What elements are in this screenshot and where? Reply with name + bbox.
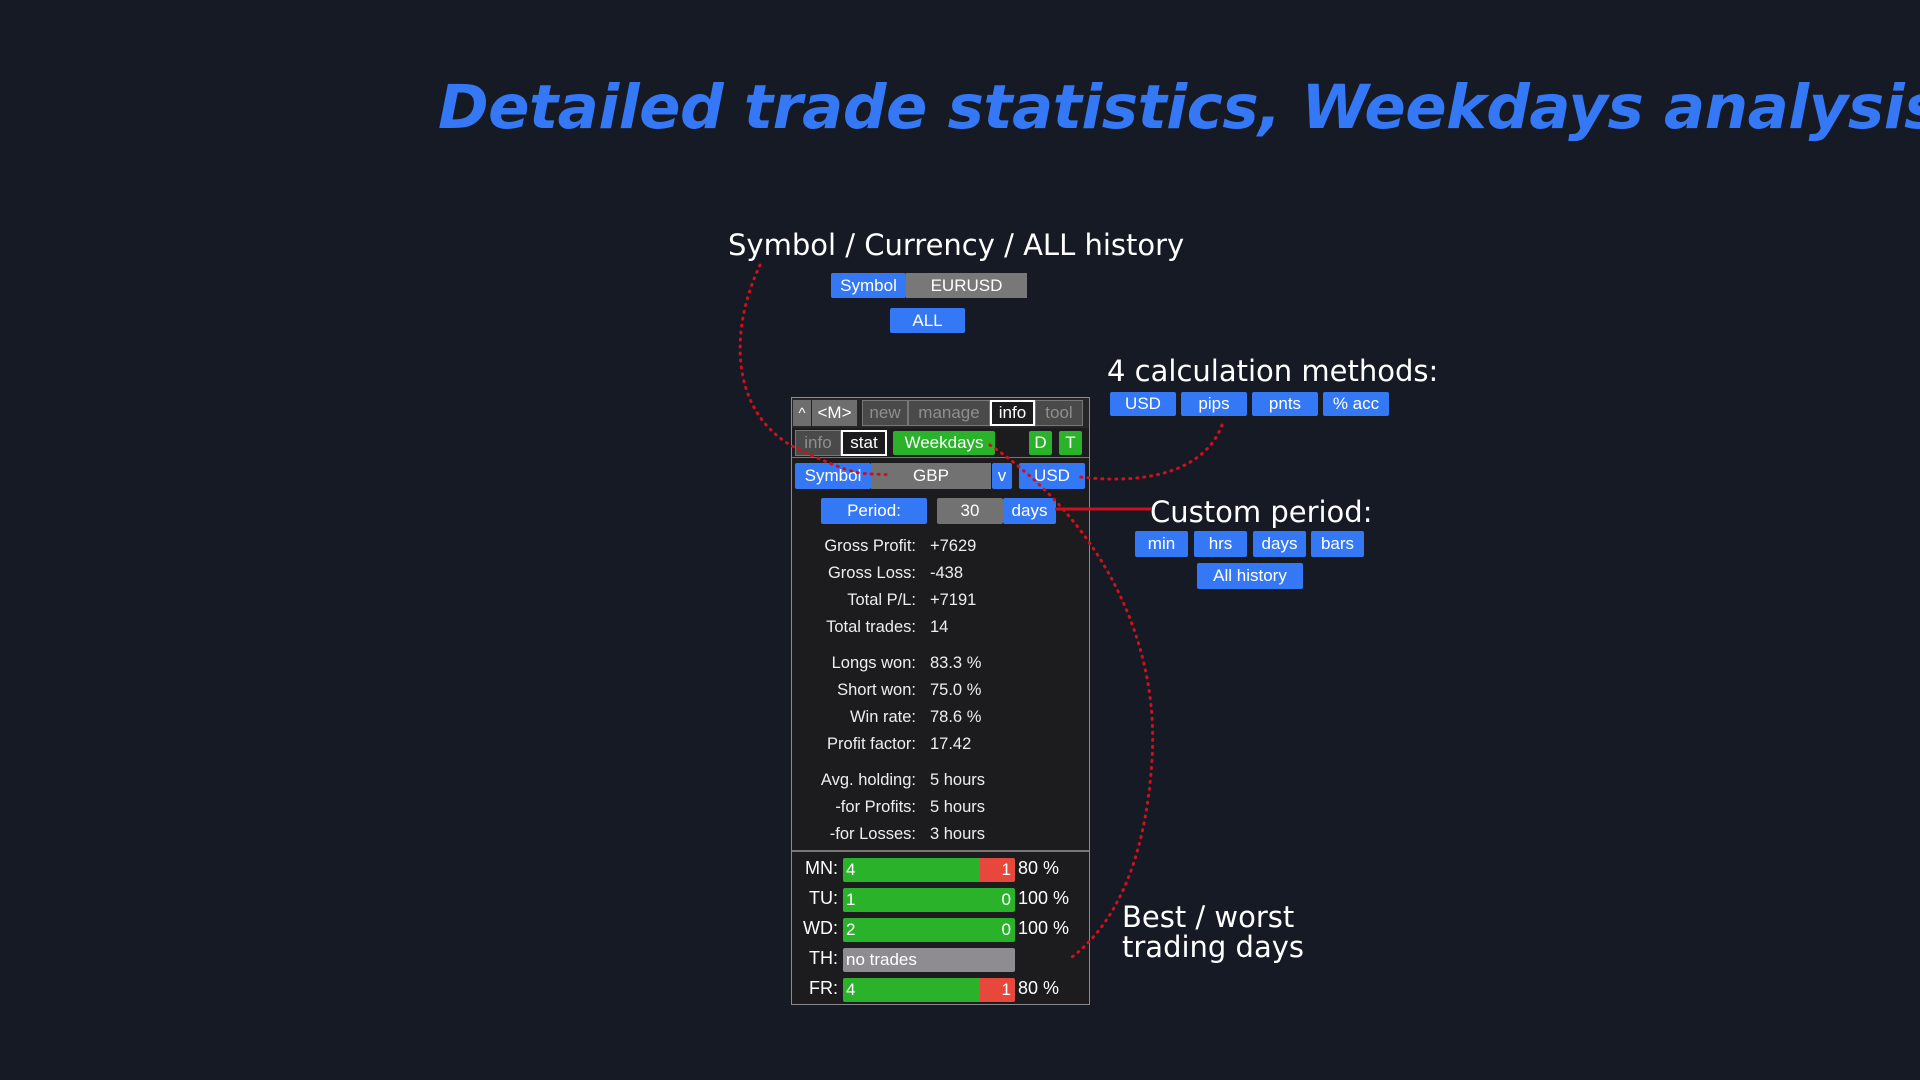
loss-count: 1 [1001,860,1011,879]
no-trades-label: no trades [843,948,1015,972]
callout-symbol-currency-label: Symbol / Currency / ALL history [728,228,1185,262]
weekday-label: MN: [805,858,838,878]
period-label-button[interactable]: Period: [821,498,927,524]
callout-custom-period-label: Custom period: [1150,495,1373,529]
symbol-value[interactable]: GBP [871,463,991,489]
calc-usd-button[interactable]: USD [1110,392,1176,416]
weekday-label: FR: [809,978,838,998]
calc-pct-acc-button[interactable]: % acc [1323,392,1389,416]
stat-value: 83.3 % [930,654,982,672]
page-title: Detailed trade statistics, Weekdays anal… [438,72,1920,143]
period-hrs-button[interactable]: hrs [1194,531,1247,557]
collapse-button[interactable]: ^ [793,400,811,426]
weekday-bar: 4 1 [843,978,1015,1002]
t-button[interactable]: T [1059,431,1082,455]
weekday-bar: no trades [843,948,1015,972]
stat-label: Profit factor: [827,735,916,753]
loss-count: 1 [1001,980,1011,999]
win-count: 2 [846,920,856,939]
stat-label: -for Losses: [829,825,916,843]
symbol-button[interactable]: Symbol [795,463,871,489]
stat-label: Avg. holding: [820,771,916,789]
stat-value: +7191 [930,591,977,609]
stat-label: Longs won: [831,654,916,672]
stat-value: 14 [930,618,949,636]
loss-count: 0 [1001,920,1011,939]
currency-button[interactable]: USD [1019,463,1085,489]
weekday-bar: 4 1 [843,858,1015,882]
weekdays-divider [792,850,1089,852]
period-min-button[interactable]: min [1135,531,1188,557]
dotted-connector-calc [1078,423,1224,481]
loss-count: 0 [1001,890,1011,909]
weekday-label: WD: [803,918,838,938]
weekday-pct: 80 % [1018,858,1060,878]
trade-stats-panel: ^ <M> new manage info tool info stat Wee… [791,397,1090,1005]
stat-value: 78.6 % [930,708,982,726]
win-count: 4 [846,860,856,879]
subtab-stat[interactable]: stat [841,430,887,456]
stat-label: Total trades: [826,618,916,636]
minimize-button[interactable]: <M> [812,400,857,426]
tab-info[interactable]: info [990,400,1035,426]
stat-label: Win rate: [849,708,916,726]
calc-pnts-button[interactable]: pnts [1252,392,1318,416]
callout-best-worst-line2: trading days [1122,930,1304,964]
stat-value: 75.0 % [930,681,982,699]
panel-subheader: info stat Weekdays D T [792,429,1089,458]
weekday-label: TH: [809,948,838,968]
subtab-info[interactable]: info [795,430,841,456]
stat-label: -for Profits: [835,798,916,816]
tab-manage[interactable]: manage [908,400,990,426]
stat-value: 5 hours [930,798,986,816]
weekday-pct: 100 % [1018,918,1070,938]
demo-symbol-button[interactable]: Symbol [831,273,906,298]
panel-header: ^ <M> new manage info tool [792,398,1089,428]
period-unit-button[interactable]: days [1003,498,1056,524]
tab-tool[interactable]: tool [1035,400,1083,426]
stat-value: +7629 [930,537,977,555]
callout-best-worst-line1: Best / worst [1122,900,1295,934]
period-days-button[interactable]: days [1253,531,1306,557]
stat-value: 5 hours [930,771,986,789]
weekdays-mode-button[interactable]: Weekdays [893,431,995,455]
symbol-dropdown-button[interactable]: v [992,463,1012,489]
period-all-history-button[interactable]: All history [1197,563,1303,589]
weekday-pct: 100 % [1018,888,1070,908]
stat-label: Short won: [837,681,916,699]
stat-value: -438 [930,564,964,582]
weekday-pct: 80 % [1018,978,1060,998]
period-bars-button[interactable]: bars [1311,531,1364,557]
calc-pips-button[interactable]: pips [1181,392,1247,416]
stat-value: 17.42 [930,735,972,753]
demo-symbol-value: EURUSD [906,273,1027,298]
stat-value: 3 hours [930,825,986,843]
win-count: 1 [846,890,856,909]
callout-calc-methods-label: 4 calculation methods: [1107,354,1439,388]
d-button[interactable]: D [1029,431,1052,455]
demo-all-button[interactable]: ALL [890,308,965,333]
stat-label: Gross Loss: [827,564,916,582]
tab-new[interactable]: new [862,400,908,426]
weekday-label: TU: [809,888,838,908]
stat-label: Gross Profit: [824,537,916,555]
callout-best-worst: Best / worst trading days [1122,900,1304,964]
win-count: 4 [846,980,856,999]
period-value-input[interactable]: 30 [937,498,1003,524]
stat-label: Total P/L: [847,591,916,609]
